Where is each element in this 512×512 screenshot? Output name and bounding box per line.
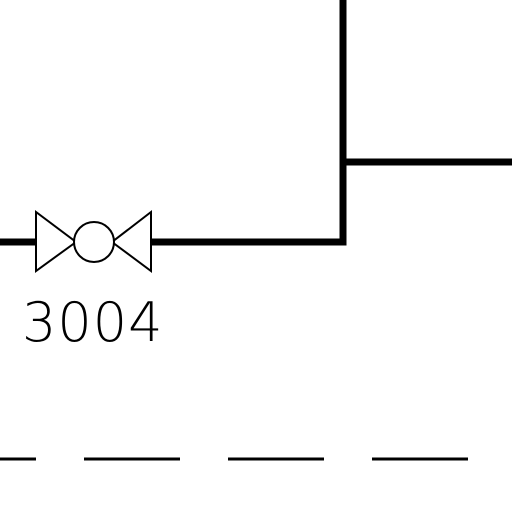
process-line-outlet [151, 0, 347, 246]
valve-tag-label: 3004 [22, 291, 163, 354]
valve-left-triangle [35, 210, 78, 273]
valve-right-triangle [110, 209, 152, 273]
valve-bonnet-circle [73, 221, 115, 263]
gate-valve-icon[interactable] [35, 209, 152, 273]
